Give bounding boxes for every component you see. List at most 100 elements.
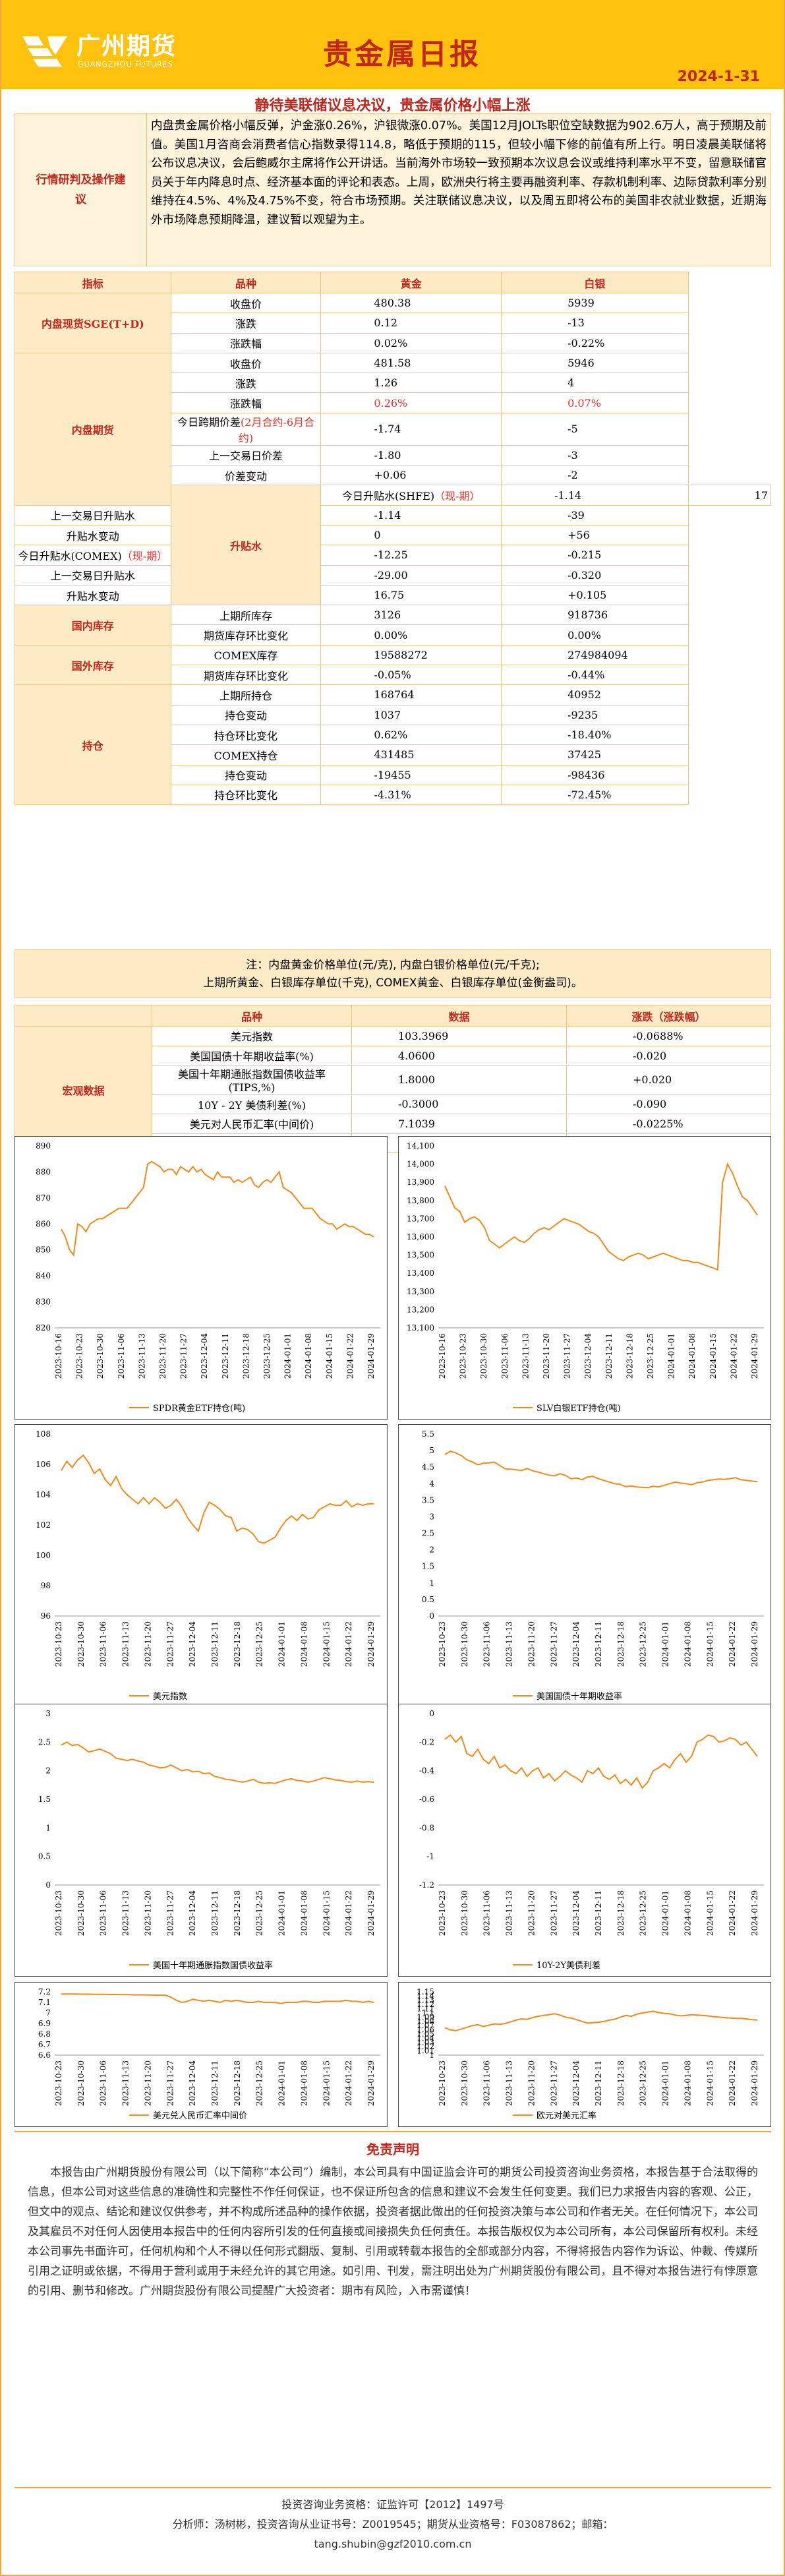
- y-tick-label: 4: [429, 1479, 434, 1488]
- x-tick-label: 2024-01-08: [299, 2060, 308, 2106]
- silver-value: 0.07%: [501, 392, 689, 413]
- y-tick-label: 13,300: [407, 1287, 434, 1296]
- footer-analyst: 分析师：汤树彬，投资咨询从业证书号：Z0019545；期货从业资格号：F0308…: [172, 2518, 614, 2531]
- x-tick-label: 2023-10-30: [76, 2060, 86, 2106]
- item-label: 期货库存环比变化: [204, 630, 289, 643]
- y-tick-label: 1.02: [417, 2042, 434, 2051]
- x-tick-label: 2023-10-23: [54, 2060, 63, 2106]
- x-tick-label: 2023-11-27: [549, 2060, 558, 2106]
- x-tick-label: 2023-11-13: [521, 1333, 530, 1379]
- x-tick-label: 2024-01-22: [344, 1890, 353, 1936]
- chart-svg: 13,100 13,200 13,300 13,400 13,500 13,600 13,7…: [407, 1141, 764, 1414]
- chart-svg: 820 830 840 850 860 870 880 890 2023-10-16 2023-1…: [36, 1141, 380, 1414]
- header-indicator: 指标: [15, 272, 171, 293]
- gold-value: -0.05%: [320, 665, 502, 686]
- y-tick-label: 98: [41, 1581, 51, 1590]
- item-label: COMEX库存: [214, 649, 278, 663]
- x-tick-label: 2024-01-15: [322, 1890, 331, 1936]
- item-cell: 升贴水变动: [15, 584, 171, 606]
- item-label: 收盘价: [230, 297, 262, 311]
- x-tick-label: 2023-12-25: [646, 1333, 655, 1379]
- table-row: 涨跌 0.12 -13: [15, 313, 771, 334]
- y-tick-label: 108: [36, 1429, 51, 1439]
- item-cell: 今日升贴水(COMEX)（现-期）: [15, 545, 171, 566]
- chart-svg: 6.6 6.76.86.977.1 7.2 2023-10-23 2023-10-30 2…: [38, 1987, 380, 2121]
- y-tick-label: 890: [36, 1141, 51, 1151]
- table-row: 持仓变动 1037 -9235: [15, 704, 771, 725]
- x-tick-label: 2023-11-13: [121, 2060, 131, 2106]
- x-tick-label: 2024-01-29: [366, 1621, 376, 1667]
- company-name-en: GUANGZHOU FUTURES: [78, 59, 173, 69]
- advice-section: 行情研判及操作建议 内盘贵金属价格小幅反弹，沪金涨0.26%，沪银微涨0.07%…: [15, 113, 771, 266]
- x-tick-label: 2023-10-16: [438, 1333, 447, 1379]
- item-cell: 涨跌幅: [170, 392, 322, 413]
- y-tick-label: -0.8: [419, 1823, 434, 1832]
- x-tick-label: 2023-12-04: [571, 2060, 581, 2107]
- x-tick-label: 2023-12-04: [188, 1621, 197, 1667]
- x-tick-label: 2023-10-30: [76, 1621, 86, 1667]
- x-tick-label: 2024-01-15: [325, 1333, 334, 1379]
- x-tick-label: 2023-10-23: [75, 1333, 84, 1379]
- item-cell: 收盘价: [170, 292, 322, 314]
- item-cell: 上一交易日升贴水: [15, 564, 171, 585]
- header-data: 数据: [351, 1005, 567, 1027]
- x-tick-label: 2023-11-27: [179, 1333, 189, 1379]
- x-tick-label: 2023-12-25: [255, 1621, 264, 1667]
- gold-value: 431485: [320, 744, 502, 765]
- y-tick-label: 13,600: [407, 1232, 434, 1242]
- x-tick-label: 2023-11-20: [527, 1621, 536, 1667]
- table-row: 升贴水变动 16.75 +0.105: [15, 584, 771, 606]
- x-tick-label: 2023-12-25: [262, 1333, 272, 1379]
- x-tick-label: 2024-01-15: [705, 1621, 714, 1667]
- series-line: [61, 1993, 374, 2004]
- x-tick-label: 2023-12-18: [616, 2060, 625, 2106]
- x-tick-label: 2023-12-25: [639, 2060, 648, 2106]
- series-line: [444, 1734, 758, 1789]
- macro-value: 7.1039: [351, 1114, 567, 1134]
- report-header: 广州期货 GUANGZHOU FUTURES 贵金属日报 2024-1-31 静…: [0, 0, 785, 114]
- silver-value: -72.45%: [501, 784, 689, 806]
- x-tick-label: 2023-11-20: [542, 1333, 551, 1379]
- x-tick-label: 2024-01-08: [683, 2060, 692, 2106]
- x-tick-label: 2023-12-18: [241, 1333, 250, 1379]
- x-tick-label: 2024-01-08: [683, 1890, 692, 1936]
- item-label: 上期所库存: [219, 609, 273, 622]
- x-tick-label: 2023-10-23: [459, 1333, 468, 1379]
- x-tick-label: 2023-12-04: [571, 1621, 581, 1667]
- x-tick-label: 2024-01-15: [322, 1621, 331, 1667]
- y-tick-label: 13,200: [407, 1305, 434, 1314]
- y-tick-label: 1.12: [417, 2000, 434, 2009]
- x-tick-label: 2023-11-06: [99, 1621, 108, 1667]
- x-tick-label: 2023-10-30: [460, 1621, 469, 1667]
- macro-item: 美元指数: [152, 1026, 352, 1046]
- table-header-row: 指标 品种 黄金 白银: [15, 272, 771, 293]
- header-silver: 白银: [501, 272, 689, 293]
- x-tick-label: 2024-01-29: [366, 1890, 376, 1936]
- chart-svg: 96 98 100 102 104 106 108 2023-10-23 2023-10-30 2…: [36, 1429, 380, 1702]
- header-item: 品种: [152, 1005, 352, 1027]
- x-tick-label: 2023-11-20: [143, 2060, 152, 2106]
- y-tick-label: 880: [36, 1167, 51, 1176]
- y-tick-label: 13,400: [407, 1269, 434, 1278]
- x-tick-label: 2023-11-27: [549, 1621, 558, 1667]
- item-cell: 上一交易日升贴水: [15, 504, 171, 525]
- report-subtitle: 静待美联储议息决议，贵金属价格小幅上涨: [254, 98, 531, 114]
- disclaimer-text: 本报告由广州期货股份有限公司（以下简称“本公司”）编制，本公司具有中国证监会许可…: [28, 2166, 758, 2298]
- x-tick-label: 2023-10-30: [460, 2060, 469, 2106]
- item-cell: 今日升贴水(SHFE)（现-期）: [320, 485, 502, 506]
- item-label: 上一交易日升贴水: [50, 510, 135, 523]
- x-tick-label: 2024-01-01: [277, 2060, 287, 2106]
- macro-change: -0.0688%: [566, 1026, 771, 1046]
- legend-label: 10Y-2Y美债利差: [537, 1961, 600, 1971]
- y-tick-label: -1.2: [419, 1880, 434, 1890]
- macro-item: 美国十年期通胀指数国债收益率(TIPS,%): [152, 1065, 352, 1095]
- x-tick-label: 2023-12-25: [255, 1890, 264, 1936]
- series-line: [61, 1454, 374, 1544]
- legend-label: 美国国债十年期收益率: [537, 1691, 622, 1702]
- macro-change: +0.020: [566, 1065, 771, 1095]
- header-bar: [0, 0, 785, 89]
- units-note-line1: 注：内盘黄金价格单位(元/克), 内盘白银价格单位(元/千克);: [246, 959, 540, 972]
- x-tick-label: 2023-11-13: [121, 1890, 131, 1936]
- x-tick-label: 2023-11-06: [482, 1621, 492, 1667]
- item-cell: 持仓环比变化: [170, 784, 322, 806]
